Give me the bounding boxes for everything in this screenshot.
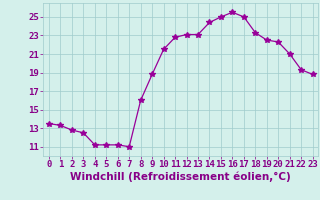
X-axis label: Windchill (Refroidissement éolien,°C): Windchill (Refroidissement éolien,°C) [70, 172, 291, 182]
